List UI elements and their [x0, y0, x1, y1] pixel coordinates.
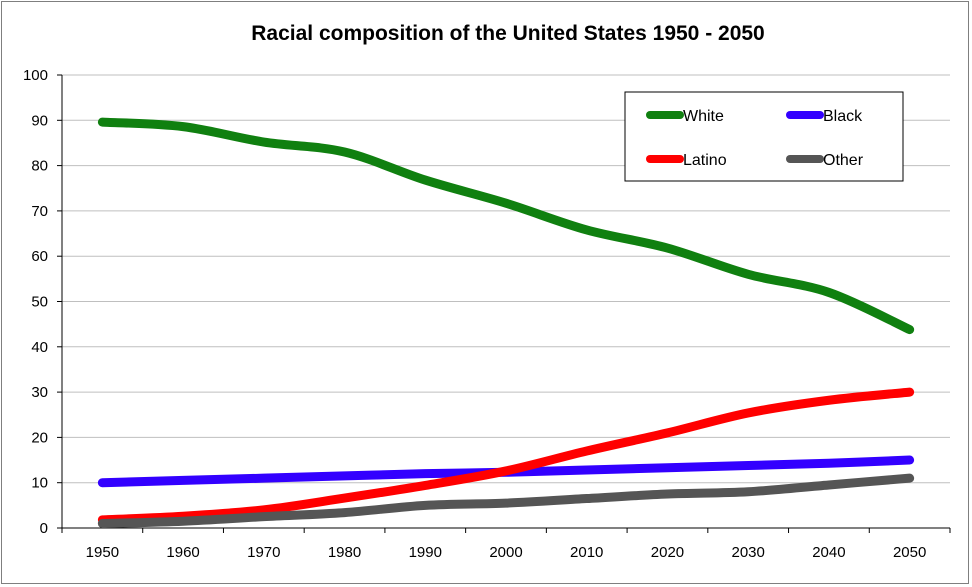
legend: White Black Latino Other: [624, 91, 904, 182]
legend-label-other: Other: [823, 152, 864, 169]
chart-title: Racial composition of the United States …: [251, 22, 765, 45]
x-tick-label: 1960: [166, 544, 199, 561]
x-tick-label: 1950: [86, 544, 119, 561]
y-tick-label: 30: [31, 384, 48, 401]
y-tick-label: 50: [31, 294, 48, 311]
series-line-other: [97, 473, 915, 528]
series-line-latino: [97, 387, 915, 525]
y-tick-label: 70: [31, 203, 48, 220]
x-tick-label: 1980: [328, 544, 361, 561]
legend-label-black: Black: [823, 108, 863, 125]
series-line-white: [97, 117, 915, 335]
y-tick-label: 60: [31, 248, 48, 265]
y-tick-label: 90: [31, 112, 48, 129]
y-tick-label: 10: [31, 475, 48, 492]
x-tick-label: 1990: [409, 544, 442, 561]
x-tick-label: 2040: [812, 544, 845, 561]
y-tick-label: 20: [31, 429, 48, 446]
x-tick-label: 2000: [489, 544, 522, 561]
x-tick-label: 2030: [731, 544, 764, 561]
y-tick-label: 100: [23, 67, 48, 84]
y-tick-label: 0: [40, 520, 48, 537]
series-lines: [97, 117, 915, 528]
x-tick-label: 2020: [651, 544, 684, 561]
legend-label-latino: Latino: [683, 152, 727, 169]
x-tick-label: 1970: [247, 544, 280, 561]
y-tick-label: 80: [31, 158, 48, 175]
legend-box: [624, 91, 904, 182]
x-tick-label: 2010: [570, 544, 603, 561]
x-tick-label: 2050: [893, 544, 926, 561]
y-tick-label: 40: [31, 339, 48, 356]
legend-label-white: White: [683, 108, 724, 125]
